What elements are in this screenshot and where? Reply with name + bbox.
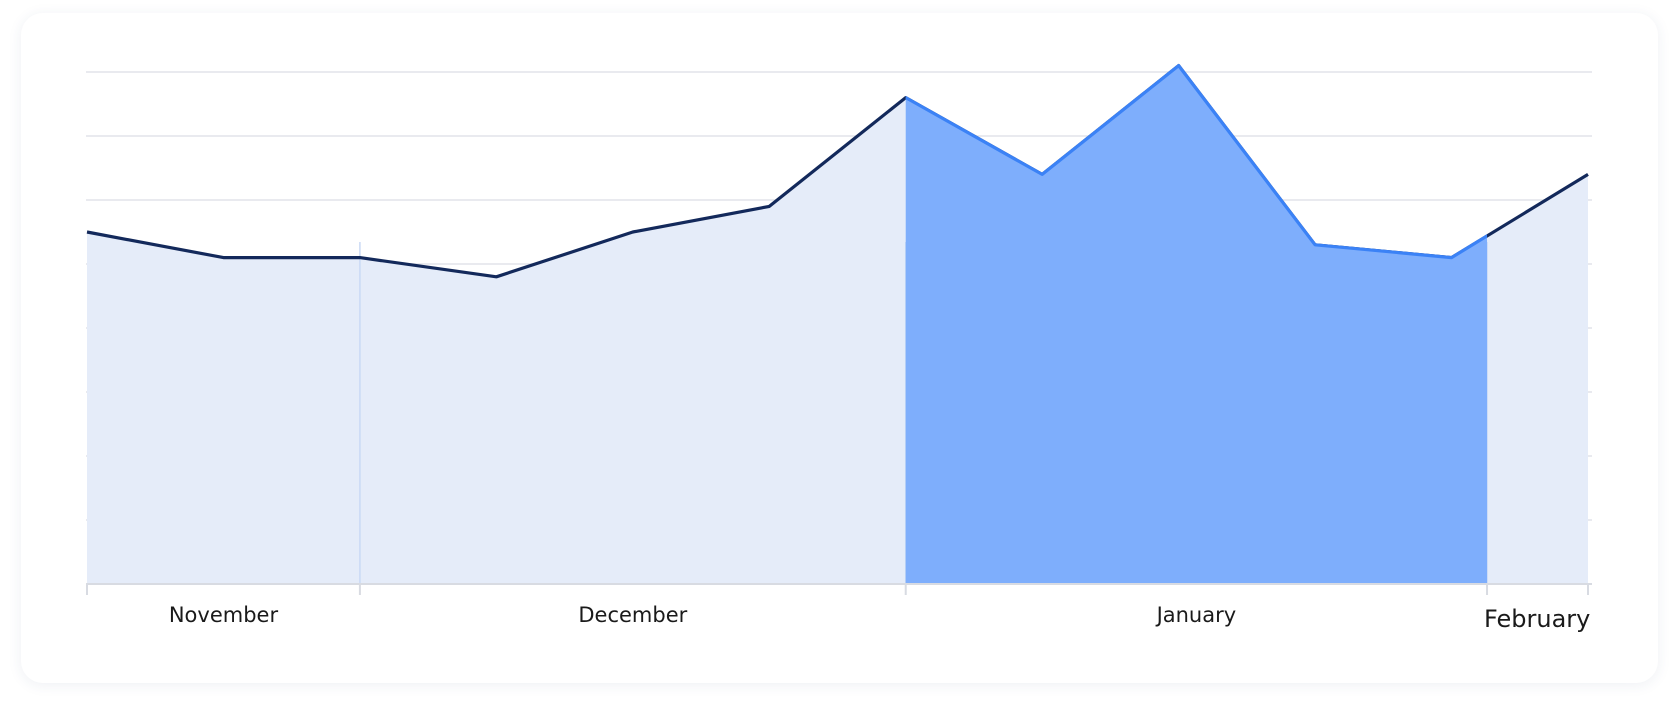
highlight-line — [905, 63, 1488, 260]
month-label: November — [169, 603, 279, 627]
highlight-area — [905, 65, 1488, 584]
month-label: February — [1484, 605, 1590, 633]
month-label: December — [578, 603, 687, 627]
month-label: January — [1155, 603, 1237, 627]
